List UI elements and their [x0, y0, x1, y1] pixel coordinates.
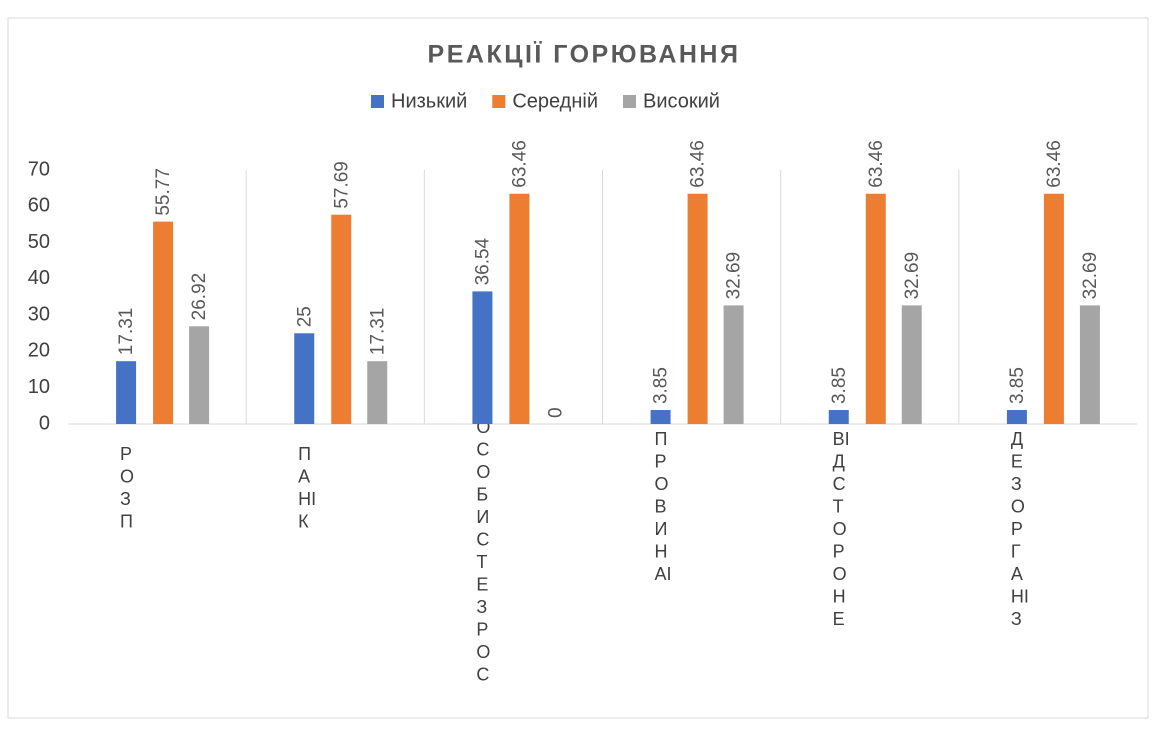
bar: [1006, 410, 1027, 424]
y-tick-label: 20: [28, 340, 50, 362]
bar: [828, 410, 849, 424]
x-tick-label: П А НІ К: [298, 444, 316, 532]
x-tick-label: Д Е З О Р Г А НІ З: [1011, 429, 1029, 629]
x-tick-label: П Р О В И Н АІ: [655, 429, 672, 584]
y-tick-label: 30: [28, 303, 50, 325]
bar: [1043, 193, 1064, 424]
data-label: 26.92: [189, 273, 210, 321]
legend-label: Середній: [512, 90, 598, 112]
bar: [294, 333, 315, 424]
data-label: 25: [294, 306, 315, 327]
data-label: 32.69: [902, 252, 923, 300]
bar: [687, 193, 708, 424]
y-tick-label: 10: [28, 376, 50, 398]
chart-frame: [7, 17, 1149, 719]
bar: [367, 361, 388, 424]
data-label: 36.54: [472, 237, 493, 285]
data-label: 63.46: [688, 140, 709, 188]
data-label: 32.69: [724, 252, 745, 300]
bar: [331, 214, 352, 424]
data-label: 63.46: [866, 140, 887, 188]
y-tick-label: 40: [28, 267, 50, 289]
legend-swatch: [492, 95, 506, 108]
y-tick-label: 0: [39, 412, 50, 434]
bar: [189, 326, 210, 424]
x-tick-label: ВІ Д С Т О Р О Н Е: [833, 429, 850, 629]
bar: [472, 291, 493, 424]
data-label: 63.46: [509, 140, 530, 188]
bar: [509, 193, 530, 424]
chart-title: РЕАКЦІЇ ГОРЮВАННЯ: [428, 41, 741, 69]
bar: [901, 305, 922, 424]
bar: [153, 221, 174, 424]
data-label: 17.31: [116, 308, 137, 356]
data-label: 32.69: [1080, 252, 1101, 300]
data-label: 0: [545, 407, 566, 418]
data-label: 57.69: [331, 161, 352, 209]
data-label: 55.77: [153, 168, 174, 216]
bar: [1079, 305, 1100, 424]
bar: [865, 193, 886, 424]
bar: [650, 410, 671, 424]
data-label: 17.31: [367, 308, 388, 356]
legend-swatch: [623, 95, 637, 108]
y-tick-label: 70: [28, 158, 50, 180]
data-label: 3.85: [1007, 367, 1028, 404]
y-tick-label: 50: [28, 231, 50, 253]
legend-label: Низький: [391, 90, 467, 112]
bar: [723, 305, 744, 424]
legend-label: Високий: [643, 90, 720, 112]
y-tick-label: 60: [28, 195, 50, 217]
data-label: 63.46: [1044, 140, 1065, 188]
legend-swatch: [371, 95, 384, 108]
data-label: 3.85: [651, 367, 672, 404]
bar: [116, 361, 137, 424]
data-label: 3.85: [829, 367, 850, 404]
